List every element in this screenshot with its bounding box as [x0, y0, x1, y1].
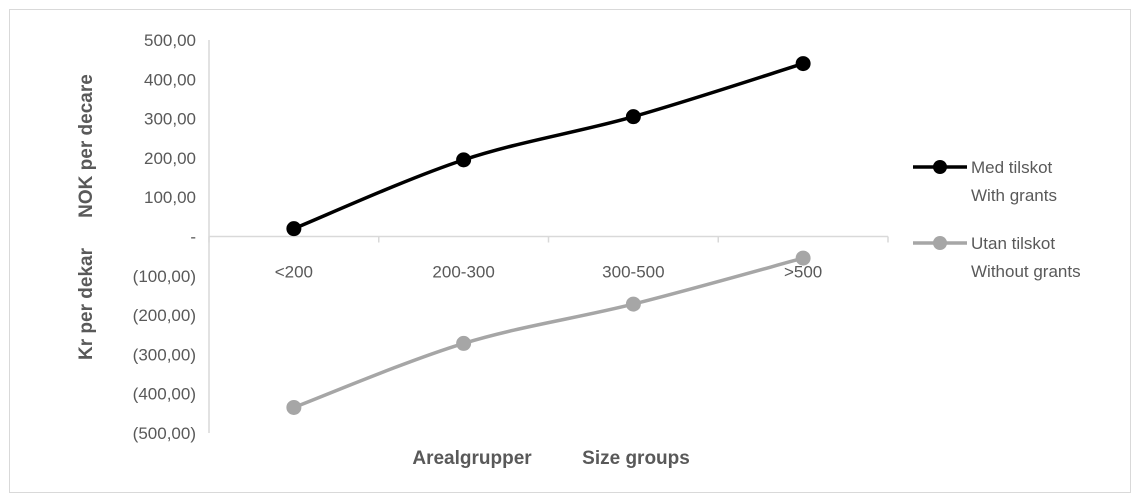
y-tick-labels: 500,00 400,00 300,00 200,00 100,00 - (100,00) (… [133, 31, 196, 443]
y-axis-title: Kr per dekar NOK per decare [76, 74, 97, 360]
x-tick-marks [208, 236, 889, 243]
data-point [795, 56, 811, 72]
series-1 [286, 56, 811, 237]
y-axis-title-no: Kr per dekar [76, 247, 97, 360]
legend-label-line1: Med tilskot [971, 158, 1053, 177]
y-axis-title-en: NOK per decare [76, 74, 97, 218]
data-point [795, 250, 811, 266]
legend-entry-2: Utan tilskot Without grants [913, 234, 1081, 281]
y-tick-label: 200,00 [144, 149, 196, 168]
data-point [456, 152, 472, 168]
y-tick-label: 300,00 [144, 110, 196, 129]
y-tick-label: 100,00 [144, 188, 196, 207]
series-line [293, 61, 804, 231]
y-tick-label: (200,00) [133, 306, 196, 325]
x-tick-label: 200-300 [432, 263, 494, 282]
legend: Med tilskot With grants Utan tilskot Withou… [913, 158, 1081, 281]
chart-frame [9, 9, 1131, 493]
legend-label-line1: Utan tilskot [971, 234, 1055, 253]
x-tick-label: <200 [275, 263, 313, 282]
x-axis-title-en: Size groups [582, 448, 690, 469]
data-point [456, 335, 472, 351]
legend-marker [933, 160, 947, 174]
legend-label-line2: Without grants [971, 262, 1081, 281]
y-tick-label: 500,00 [144, 31, 196, 50]
x-tick-labels: <200 200-300 300-500 >500 [275, 263, 823, 282]
y-tick-label: (500,00) [133, 424, 196, 443]
x-tick-label: >500 [784, 263, 822, 282]
legend-label-line2: With grants [971, 186, 1057, 205]
data-point [625, 296, 641, 312]
y-tick-label: - [190, 228, 196, 247]
y-tick-label: 400,00 [144, 70, 196, 89]
x-axis-title-no: Arealgrupper [412, 448, 532, 469]
series-lines [286, 56, 811, 415]
y-tick-label: (300,00) [133, 345, 196, 364]
series-line [293, 256, 804, 410]
data-point [286, 399, 302, 415]
y-tick-label: (400,00) [133, 385, 196, 404]
x-tick-label: 300-500 [602, 263, 664, 282]
series-2 [286, 250, 811, 415]
legend-entry-1: Med tilskot With grants [913, 158, 1057, 205]
data-point [625, 109, 641, 125]
data-point [286, 221, 302, 237]
y-tick-label: (100,00) [133, 267, 196, 286]
legend-marker [933, 236, 947, 250]
